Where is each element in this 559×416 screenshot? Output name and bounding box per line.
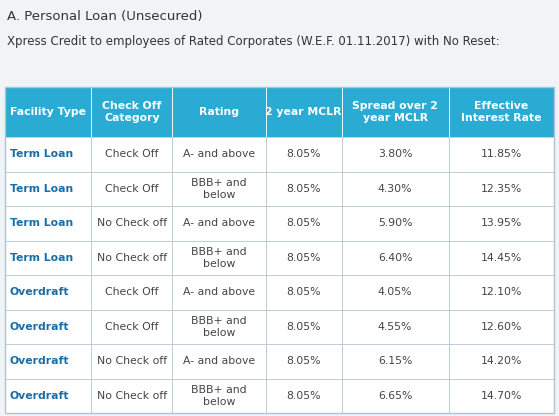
- Text: 2 year MCLR: 2 year MCLR: [266, 107, 342, 117]
- Text: No Check off: No Check off: [97, 253, 167, 263]
- Text: No Check off: No Check off: [97, 218, 167, 228]
- Text: Check Off: Check Off: [105, 184, 159, 194]
- Text: No Check off: No Check off: [97, 391, 167, 401]
- Text: 4.30%: 4.30%: [378, 184, 413, 194]
- Text: Spread over 2
year MCLR: Spread over 2 year MCLR: [352, 101, 438, 123]
- Text: No Check off: No Check off: [97, 356, 167, 366]
- Text: 8.05%: 8.05%: [286, 184, 321, 194]
- Text: 12.60%: 12.60%: [481, 322, 522, 332]
- Text: Term Loan: Term Loan: [10, 149, 73, 159]
- Text: 4.55%: 4.55%: [378, 322, 412, 332]
- Text: Overdraft: Overdraft: [10, 287, 69, 297]
- Text: 6.15%: 6.15%: [378, 356, 412, 366]
- Text: 8.05%: 8.05%: [286, 322, 321, 332]
- Text: A- and above: A- and above: [183, 218, 255, 228]
- Text: Check Off: Check Off: [105, 287, 159, 297]
- Text: 4.05%: 4.05%: [378, 287, 413, 297]
- Text: 13.95%: 13.95%: [481, 218, 522, 228]
- Text: BBB+ and
below: BBB+ and below: [191, 178, 247, 200]
- Text: Term Loan: Term Loan: [10, 218, 73, 228]
- Text: 12.10%: 12.10%: [481, 287, 522, 297]
- Text: 6.40%: 6.40%: [378, 253, 413, 263]
- Text: 8.05%: 8.05%: [286, 253, 321, 263]
- Text: 14.20%: 14.20%: [481, 356, 522, 366]
- Text: Xpress Credit to employees of Rated Corporates (W.E.F. 01.11.2017) with No Reset: Xpress Credit to employees of Rated Corp…: [7, 35, 500, 48]
- Text: Term Loan: Term Loan: [10, 184, 73, 194]
- Text: A- and above: A- and above: [183, 356, 255, 366]
- Text: 8.05%: 8.05%: [286, 149, 321, 159]
- Text: Check Off: Check Off: [105, 149, 159, 159]
- Text: 14.70%: 14.70%: [481, 391, 522, 401]
- Text: Effective
Interest Rate: Effective Interest Rate: [461, 101, 542, 123]
- Text: 12.35%: 12.35%: [481, 184, 522, 194]
- Text: Facility Type: Facility Type: [10, 107, 86, 117]
- Text: 8.05%: 8.05%: [286, 356, 321, 366]
- Text: 11.85%: 11.85%: [481, 149, 522, 159]
- Text: Overdraft: Overdraft: [10, 322, 69, 332]
- Text: BBB+ and
below: BBB+ and below: [191, 316, 247, 338]
- Text: A- and above: A- and above: [183, 287, 255, 297]
- Text: 8.05%: 8.05%: [286, 287, 321, 297]
- Text: Overdraft: Overdraft: [10, 356, 69, 366]
- Text: BBB+ and
below: BBB+ and below: [191, 247, 247, 269]
- Text: Check Off: Check Off: [105, 322, 159, 332]
- Text: 14.45%: 14.45%: [481, 253, 522, 263]
- Text: 8.05%: 8.05%: [286, 218, 321, 228]
- Text: 6.65%: 6.65%: [378, 391, 412, 401]
- Text: Term Loan: Term Loan: [10, 253, 73, 263]
- Text: 8.05%: 8.05%: [286, 391, 321, 401]
- Text: A. Personal Loan (Unsecured): A. Personal Loan (Unsecured): [7, 10, 202, 23]
- Text: 5.90%: 5.90%: [378, 218, 413, 228]
- Text: 3.80%: 3.80%: [378, 149, 413, 159]
- Text: A- and above: A- and above: [183, 149, 255, 159]
- Text: BBB+ and
below: BBB+ and below: [191, 384, 247, 407]
- Text: Check Off
Category: Check Off Category: [102, 101, 162, 123]
- Text: Overdraft: Overdraft: [10, 391, 69, 401]
- Text: Rating: Rating: [199, 107, 239, 117]
